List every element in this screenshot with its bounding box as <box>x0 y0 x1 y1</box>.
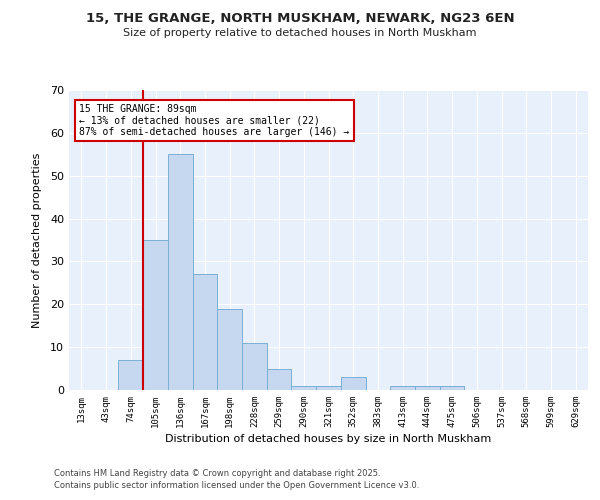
Bar <box>316 386 341 390</box>
Bar <box>440 386 464 390</box>
Bar <box>143 240 168 390</box>
Text: Contains HM Land Registry data © Crown copyright and database right 2025.: Contains HM Land Registry data © Crown c… <box>54 468 380 477</box>
Bar <box>341 377 365 390</box>
Text: 15, THE GRANGE, NORTH MUSKHAM, NEWARK, NG23 6EN: 15, THE GRANGE, NORTH MUSKHAM, NEWARK, N… <box>86 12 514 26</box>
Bar <box>267 368 292 390</box>
Text: 15 THE GRANGE: 89sqm
← 13% of detached houses are smaller (22)
87% of semi-detac: 15 THE GRANGE: 89sqm ← 13% of detached h… <box>79 104 350 136</box>
Bar <box>118 360 143 390</box>
Bar <box>242 343 267 390</box>
Y-axis label: Number of detached properties: Number of detached properties <box>32 152 41 328</box>
Bar <box>292 386 316 390</box>
X-axis label: Distribution of detached houses by size in North Muskham: Distribution of detached houses by size … <box>166 434 491 444</box>
Bar <box>168 154 193 390</box>
Text: Size of property relative to detached houses in North Muskham: Size of property relative to detached ho… <box>123 28 477 38</box>
Bar <box>390 386 415 390</box>
Bar <box>415 386 440 390</box>
Text: Contains public sector information licensed under the Open Government Licence v3: Contains public sector information licen… <box>54 481 419 490</box>
Bar <box>217 308 242 390</box>
Bar <box>193 274 217 390</box>
